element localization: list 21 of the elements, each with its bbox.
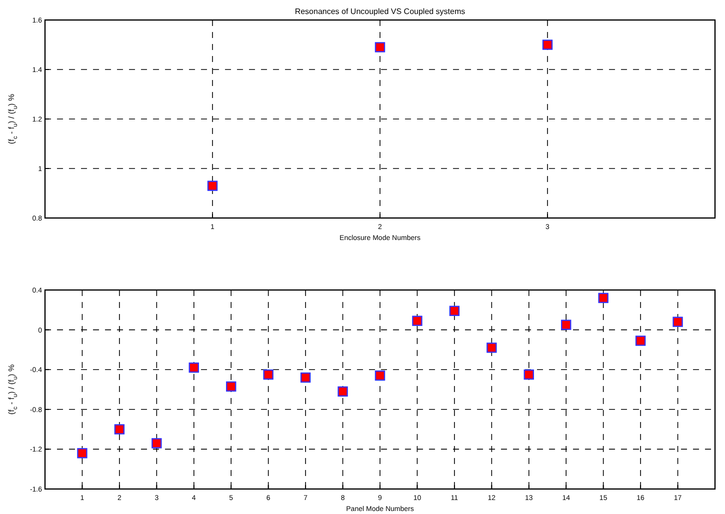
point — [77, 448, 88, 458]
point — [226, 381, 236, 392]
point — [486, 342, 497, 353]
point — [561, 320, 572, 330]
point — [207, 180, 218, 191]
point — [542, 40, 553, 50]
point — [374, 370, 386, 381]
point — [412, 316, 422, 326]
point — [449, 306, 460, 316]
point — [524, 369, 534, 380]
point — [300, 372, 311, 383]
chart-title: Resonances of Uncoupled VS Coupled systems — [294, 7, 466, 16]
point — [152, 438, 162, 448]
point — [263, 369, 274, 380]
point — [672, 316, 683, 327]
point — [338, 386, 348, 397]
point — [374, 42, 386, 52]
point — [114, 424, 125, 434]
point — [635, 336, 646, 346]
point — [598, 292, 608, 304]
point — [188, 362, 199, 373]
